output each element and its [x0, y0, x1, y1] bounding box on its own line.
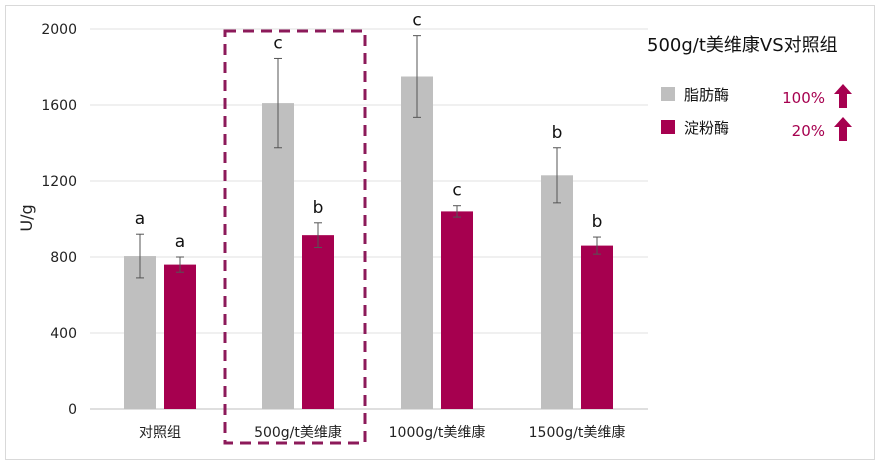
y-tick-label: 800 — [50, 250, 77, 266]
significance-label: a — [135, 209, 145, 229]
y-tick-label: 0 — [68, 402, 77, 418]
error-bars — [136, 35, 601, 279]
x-tick-label: 500g/t美维康 — [254, 424, 342, 441]
y-tick-label: 1600 — [41, 98, 77, 114]
significance-label: c — [452, 181, 461, 201]
bar — [581, 245, 613, 409]
significance-labels: a c c b a b c b — [135, 11, 603, 252]
x-tick-label: 对照组 — [139, 425, 181, 441]
bar — [124, 256, 156, 409]
bar — [262, 103, 294, 409]
significance-label: b — [592, 212, 603, 232]
x-tick-label: 1000g/t美维康 — [389, 424, 486, 441]
y-tick-label: 1200 — [41, 174, 77, 190]
significance-label: b — [552, 123, 563, 143]
legend-label: 脂肪酶 — [684, 86, 729, 104]
significance-label: a — [175, 232, 185, 252]
bar — [441, 211, 473, 409]
significance-label: c — [273, 33, 282, 53]
up-arrow-icon — [834, 84, 852, 108]
y-axis-label: U/g — [17, 204, 36, 231]
legend-change-value: 100% — [782, 89, 825, 107]
chart-title: 500g/t美维康VS对照组 — [647, 35, 838, 56]
y-tick-labels: 0 400 800 1200 1600 2000 — [41, 22, 77, 418]
y-tick-label: 2000 — [41, 22, 77, 38]
y-tick-label: 400 — [50, 326, 77, 342]
chart-frame — [5, 5, 875, 460]
legend-swatch — [661, 87, 675, 101]
significance-label: b — [313, 198, 324, 218]
bars — [124, 76, 613, 409]
bar — [164, 264, 196, 409]
legend-label: 淀粉酶 — [684, 119, 729, 137]
bar — [302, 235, 334, 409]
up-arrow-icon — [834, 117, 852, 141]
significance-label: c — [412, 11, 421, 31]
x-tick-labels: 对照组 500g/t美维康 1000g/t美维康 1500g/t美维康 — [139, 424, 625, 441]
x-tick-label: 1500g/t美维康 — [529, 424, 626, 441]
highlight-box — [223, 29, 367, 445]
legend: 脂肪酶 100% 淀粉酶 20% — [661, 84, 852, 141]
legend-change-value: 20% — [792, 122, 825, 140]
legend-swatch — [661, 120, 675, 134]
bar — [401, 76, 433, 409]
bar — [541, 175, 573, 409]
